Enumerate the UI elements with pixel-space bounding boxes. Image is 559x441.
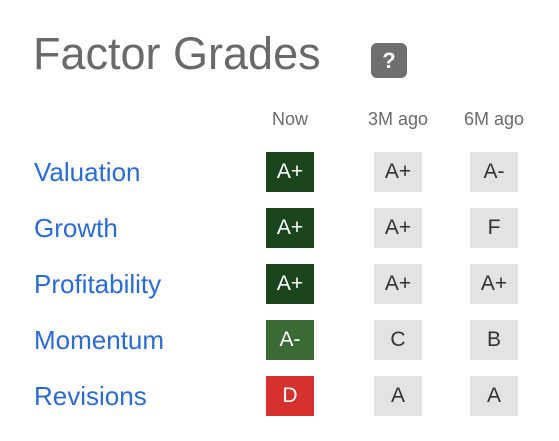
grade-badge: F — [470, 208, 518, 248]
factor-link[interactable]: Revisions — [34, 381, 147, 411]
grade-badge: A+ — [374, 152, 422, 192]
column-header: 6M ago — [463, 109, 525, 129]
grade-badge: A+ — [470, 264, 518, 304]
grade-badge: A — [470, 376, 518, 416]
factor-link[interactable]: Profitability — [34, 269, 162, 299]
column-header: Now — [271, 109, 308, 129]
grade-badge: A — [374, 376, 422, 416]
grade-badge: A- — [266, 320, 314, 360]
factor-link[interactable]: Valuation — [34, 157, 141, 187]
factor-link[interactable]: Momentum — [34, 325, 165, 355]
help-icon[interactable]: ? — [371, 43, 407, 78]
grade-badge: A- — [470, 152, 518, 192]
column-header: 3M ago — [367, 109, 429, 129]
factor-link[interactable]: Growth — [34, 213, 118, 243]
grade-badge: A+ — [266, 152, 314, 192]
grade-badge: A+ — [374, 264, 422, 304]
grade-badge: A+ — [374, 208, 422, 248]
grade-badge: A+ — [266, 208, 314, 248]
title: Factor Grades — [33, 28, 321, 79]
grade-badge: C — [374, 320, 422, 360]
grade-badge: A+ — [266, 264, 314, 304]
grade-badge: D — [266, 376, 314, 416]
grade-badge: B — [470, 320, 518, 360]
